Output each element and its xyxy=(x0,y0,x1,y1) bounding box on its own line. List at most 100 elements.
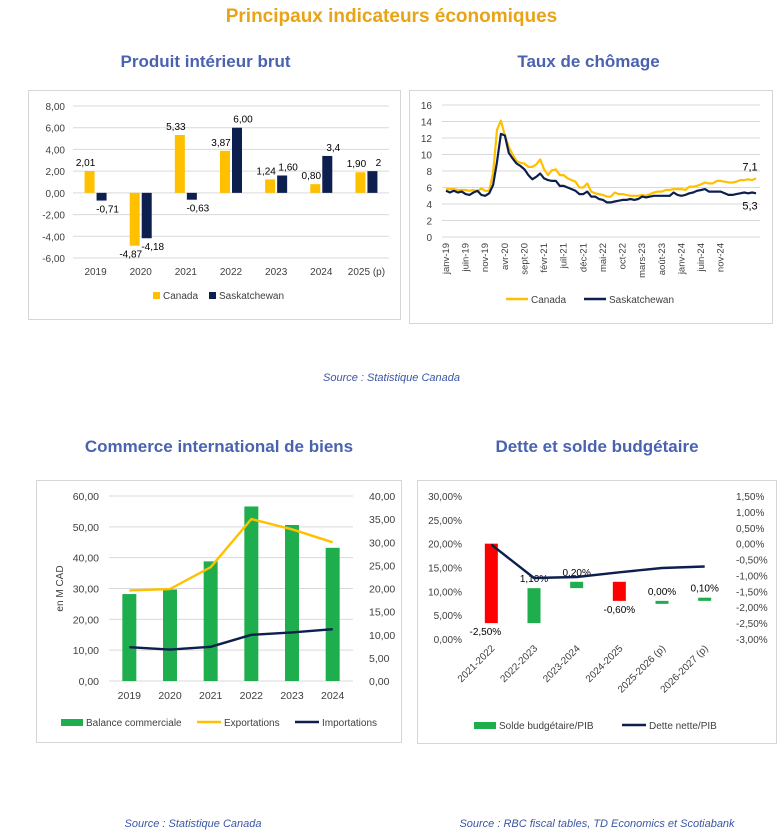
com-ytick: 40,00 xyxy=(73,553,99,565)
pib-data-label: 3,4 xyxy=(326,143,340,154)
com-ytick: 50,00 xyxy=(73,522,99,534)
chom-end-label-canada: 7,1 xyxy=(742,161,757,173)
chom-ytick: 4 xyxy=(426,200,432,211)
com-bar-balance xyxy=(122,594,137,681)
dette-bar-solde xyxy=(484,543,498,624)
pib-data-label: 2 xyxy=(376,158,382,169)
dette-bar-solde xyxy=(527,588,541,624)
dette-data-label: 1,10% xyxy=(520,574,548,585)
pib-xtick: 2020 xyxy=(130,267,153,278)
commerce-title: Commerce international de biens xyxy=(84,437,354,456)
dette-xtick: 2024-2025 xyxy=(584,643,626,685)
pib-bar-sask xyxy=(186,192,197,200)
dette-y2tick: 0,50% xyxy=(736,524,764,535)
dette-ytick: 0,00% xyxy=(434,635,462,646)
chom-xtick: sept-20 xyxy=(519,243,530,275)
chom-legend-sask: Saskatchewan xyxy=(609,295,674,306)
pib-ytick: 8,00 xyxy=(46,102,66,113)
dette-y2tick: -1,00% xyxy=(736,571,768,582)
pib-data-label: 1,60 xyxy=(278,162,298,173)
dette-data-label: 0,00% xyxy=(648,587,676,598)
pib-chart: -6,00 -4,00 -2,00 0,00 2,00 4,00 6,00 8,00 2019 2… xyxy=(42,102,389,302)
chom-xtick: juin-19 xyxy=(461,243,472,273)
com-xtick: 2021 xyxy=(199,690,223,702)
pib-xtick: 2021 xyxy=(175,267,198,278)
pib-data-label: -0,71 xyxy=(96,205,119,216)
chomage-panel: 0 2 4 6 8 10 12 14 16 janv-19 juin-19 nov-19 avr-20 s… xyxy=(409,90,773,324)
com-y2tick: 20,00 xyxy=(369,584,395,596)
pib-title: Produit intérieur brut xyxy=(120,52,291,71)
dette-title: Dette et solde budgétaire xyxy=(495,437,699,456)
com-xtick: 2020 xyxy=(158,690,182,702)
chom-xtick: juil-21 xyxy=(559,243,570,269)
dette-bar-solde xyxy=(698,597,712,601)
dette-data-label: -2,50% xyxy=(469,627,501,638)
dette-xtick: 2021-2022 xyxy=(456,643,498,685)
chomage-title: Taux de chômage xyxy=(517,52,660,71)
pib-bar-canada xyxy=(220,150,230,193)
pib-xtick: 2019 xyxy=(84,267,107,278)
chom-ytick: 8 xyxy=(426,167,432,178)
pib-xtick: 2024 xyxy=(310,267,333,278)
pib-ytick: 6,00 xyxy=(46,124,66,135)
chom-xtick: mars-23 xyxy=(637,243,648,278)
com-y2tick: 10,00 xyxy=(369,630,395,642)
com-y2tick: 30,00 xyxy=(369,537,395,549)
com-line-exportations xyxy=(129,517,334,592)
chom-xtick: févr-21 xyxy=(539,243,550,273)
pib-bar-sask xyxy=(96,192,107,201)
dette-data-label: -0,60% xyxy=(603,605,635,616)
dette-y2tick: 1,00% xyxy=(736,508,764,519)
dette-data-label: 0,10% xyxy=(690,584,718,595)
dette-xtick: 2022-2023 xyxy=(499,643,541,685)
source-bottom-left: Source : Statistique Canada xyxy=(124,818,262,830)
chom-line-canada xyxy=(446,119,757,198)
pib-bar-sask xyxy=(277,175,288,193)
chom-line-sask xyxy=(445,132,757,204)
pib-xtick: 2023 xyxy=(265,267,288,278)
dette-y2tick: -2,50% xyxy=(736,619,768,630)
com-ytick: 20,00 xyxy=(73,614,99,626)
source-top: Source : Statistique Canada xyxy=(323,372,460,384)
pib-ytick: 0,00 xyxy=(46,189,66,200)
com-legend-import: Importations xyxy=(322,718,377,729)
com-legend-swatch-balance xyxy=(61,719,83,726)
pib-data-label: -4,87 xyxy=(119,250,142,261)
pib-xtick: 2025 (p) xyxy=(348,267,385,278)
pib-legend-canada: Canada xyxy=(163,291,198,302)
pib-data-label: -4,18 xyxy=(141,242,164,253)
pib-legend-sask: Saskatchewan xyxy=(219,291,284,302)
com-legend-balance: Balance commerciale xyxy=(86,718,182,729)
com-bar-balance xyxy=(203,561,218,681)
com-ytick: 60,00 xyxy=(73,491,99,503)
dette-y2tick: -0,50% xyxy=(736,556,768,567)
chom-xtick: juin-24 xyxy=(696,243,707,273)
pib-data-label: 3,87 xyxy=(211,138,231,149)
chom-xtick: août-23 xyxy=(657,243,668,275)
com-y2tick: 25,00 xyxy=(369,560,395,572)
dette-xtick: 2023-2024 xyxy=(541,643,583,685)
dette-data-label: 0,20% xyxy=(562,568,590,579)
dette-ytick: 10,00% xyxy=(428,587,462,598)
pib-data-label: 5,33 xyxy=(166,122,186,133)
com-bar-balance xyxy=(285,524,299,681)
com-y2tick: 5,00 xyxy=(369,653,390,665)
com-y2tick: 35,00 xyxy=(369,514,395,526)
dette-legend-dette: Dette nette/PIB xyxy=(649,721,717,732)
com-bar-balance xyxy=(163,589,177,681)
dette-bar-solde xyxy=(570,581,584,589)
com-ytick: 10,00 xyxy=(73,645,99,657)
pib-xtick: 2022 xyxy=(220,267,243,278)
chom-xtick: nov-19 xyxy=(480,243,491,272)
chom-xtick: oct-22 xyxy=(618,243,629,269)
dette-y2tick: -3,00% xyxy=(736,635,768,646)
dette-legend-solde: Solde budgétaire/PIB xyxy=(499,721,594,732)
chomage-chart: 0 2 4 6 8 10 12 14 16 janv-19 juin-19 nov-19 avr-20 s… xyxy=(421,101,760,306)
dette-y2tick: 0,00% xyxy=(736,540,764,551)
pib-data-label: -0,63 xyxy=(186,204,209,215)
pib-data-label: 6,00 xyxy=(233,115,253,126)
chom-ytick: 16 xyxy=(421,101,433,112)
com-xtick: 2019 xyxy=(118,690,142,702)
pib-ytick: -6,00 xyxy=(42,254,65,265)
dette-y2tick: 1,50% xyxy=(736,492,764,503)
